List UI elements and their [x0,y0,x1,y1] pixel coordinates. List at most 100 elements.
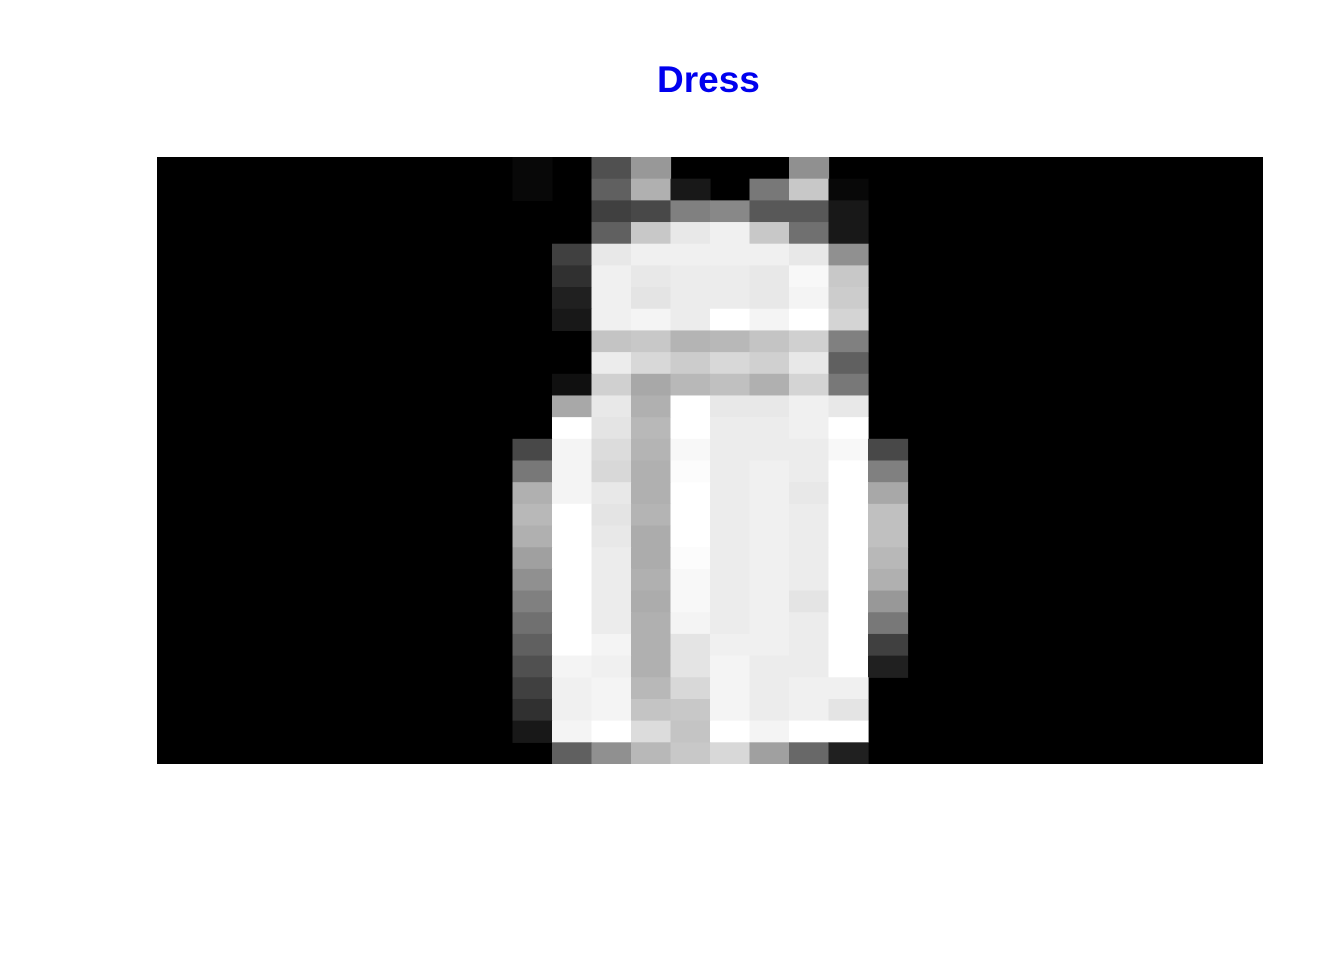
pixel [552,612,593,635]
pixel [670,525,711,548]
pixel [591,547,632,570]
pixel [591,157,632,180]
pixel [591,222,632,245]
pixel [670,655,711,678]
pixel [670,287,711,310]
pixel [512,698,553,722]
pixel [749,265,790,288]
pixel [828,633,869,657]
pixel [828,330,869,353]
pixel [552,287,593,310]
pixel [591,287,632,310]
pixel [552,720,593,743]
pixel [631,590,672,613]
pixel [591,482,632,505]
pixel [591,373,632,397]
pixel [631,568,672,592]
pixel [710,720,751,743]
pixel [670,178,711,201]
pixel [631,677,672,700]
pixel [789,395,830,418]
pixel [591,503,632,527]
pixel [749,547,790,570]
pixel [789,742,830,764]
pixel [789,633,830,657]
pixel [552,482,593,505]
pixel [749,243,790,266]
pixel [512,590,553,613]
pixel [631,373,672,397]
pixel [670,590,711,613]
pixel [631,222,672,245]
pixel [789,157,830,180]
pixel [512,157,553,180]
pixel [710,243,751,266]
pixel [789,243,830,266]
pixel [789,373,830,397]
pixel [552,742,593,764]
pixel [710,308,751,332]
pixel [591,178,632,201]
pixel [828,547,869,570]
pixel [749,503,790,527]
pixel [868,525,909,548]
pixel [828,612,869,635]
pixel [828,503,869,527]
pixel [828,417,869,440]
pixel [512,655,553,678]
pixel [631,395,672,418]
pixel [591,460,632,483]
pixel [789,330,830,353]
pixel [789,200,830,223]
pixel [710,742,751,764]
pixel [670,352,711,375]
pixel [512,720,553,743]
pixel [710,200,751,223]
pixel [552,503,593,527]
pixel [710,655,751,678]
pixel [591,417,632,440]
pixel [749,568,790,592]
pixel [512,677,553,700]
pixel [631,612,672,635]
pixel [868,547,909,570]
pixel [710,612,751,635]
pixel [828,352,869,375]
pixel [631,698,672,722]
pixel [591,698,632,722]
pixel [631,720,672,743]
pixel [710,438,751,462]
pixel [631,265,672,288]
pixel [749,417,790,440]
pixel [749,200,790,223]
pixel [552,633,593,657]
pixel [828,373,869,397]
pixel [552,373,593,397]
pixel [710,460,751,483]
pixel [710,633,751,657]
pixel [512,438,553,462]
pixel [631,287,672,310]
pixel [710,503,751,527]
pixel [828,265,869,288]
pixel [749,633,790,657]
pixel [828,243,869,266]
pixel [631,742,672,764]
pixel [631,157,672,180]
pixel [631,243,672,266]
pixel [789,590,830,613]
pixel [631,417,672,440]
pixel [789,178,830,201]
pixel [828,308,869,332]
pixel [670,222,711,245]
pixel [591,720,632,743]
pixel [670,417,711,440]
pixel [591,568,632,592]
pixel [789,612,830,635]
pixel [512,482,553,505]
pixel [828,200,869,223]
pixel [591,352,632,375]
pixel [552,308,593,332]
pixel [670,720,711,743]
pixel [828,568,869,592]
